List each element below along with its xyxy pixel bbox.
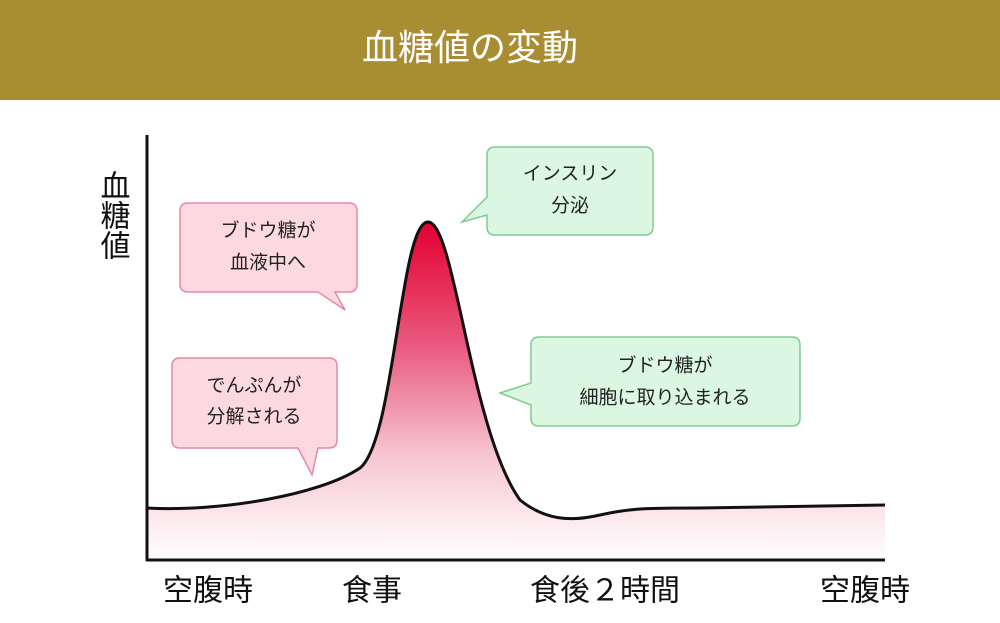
- callout-bubble: [179, 202, 358, 311]
- callout-text: でんぷんが: [206, 375, 301, 397]
- curve-fill: [147, 222, 885, 560]
- callout-text: インスリン: [523, 163, 618, 185]
- callout-text: 血液中へ: [230, 252, 306, 274]
- x-label: 食事: [342, 574, 402, 609]
- x-label: 食後２時間: [530, 574, 680, 609]
- callout-text: ブドウ糖が: [220, 219, 315, 242]
- title: 血糖値の変動: [362, 28, 578, 69]
- callout-text: 分泌: [551, 195, 589, 217]
- callout-text: 分解される: [206, 406, 301, 428]
- callout-text: ブドウ糖が: [617, 354, 712, 377]
- y-axis-label: 血糖値: [95, 170, 131, 260]
- x-label: 空腹時: [820, 574, 910, 609]
- callout-text: 細胞に取り込まれる: [579, 387, 750, 409]
- header-band: [0, 0, 1000, 100]
- callout-bubble: [171, 357, 338, 478]
- x-label: 空腹時: [163, 574, 253, 609]
- callout-bubble: [497, 336, 801, 427]
- callout-bubble: [459, 146, 654, 236]
- curve: [146, 220, 886, 521]
